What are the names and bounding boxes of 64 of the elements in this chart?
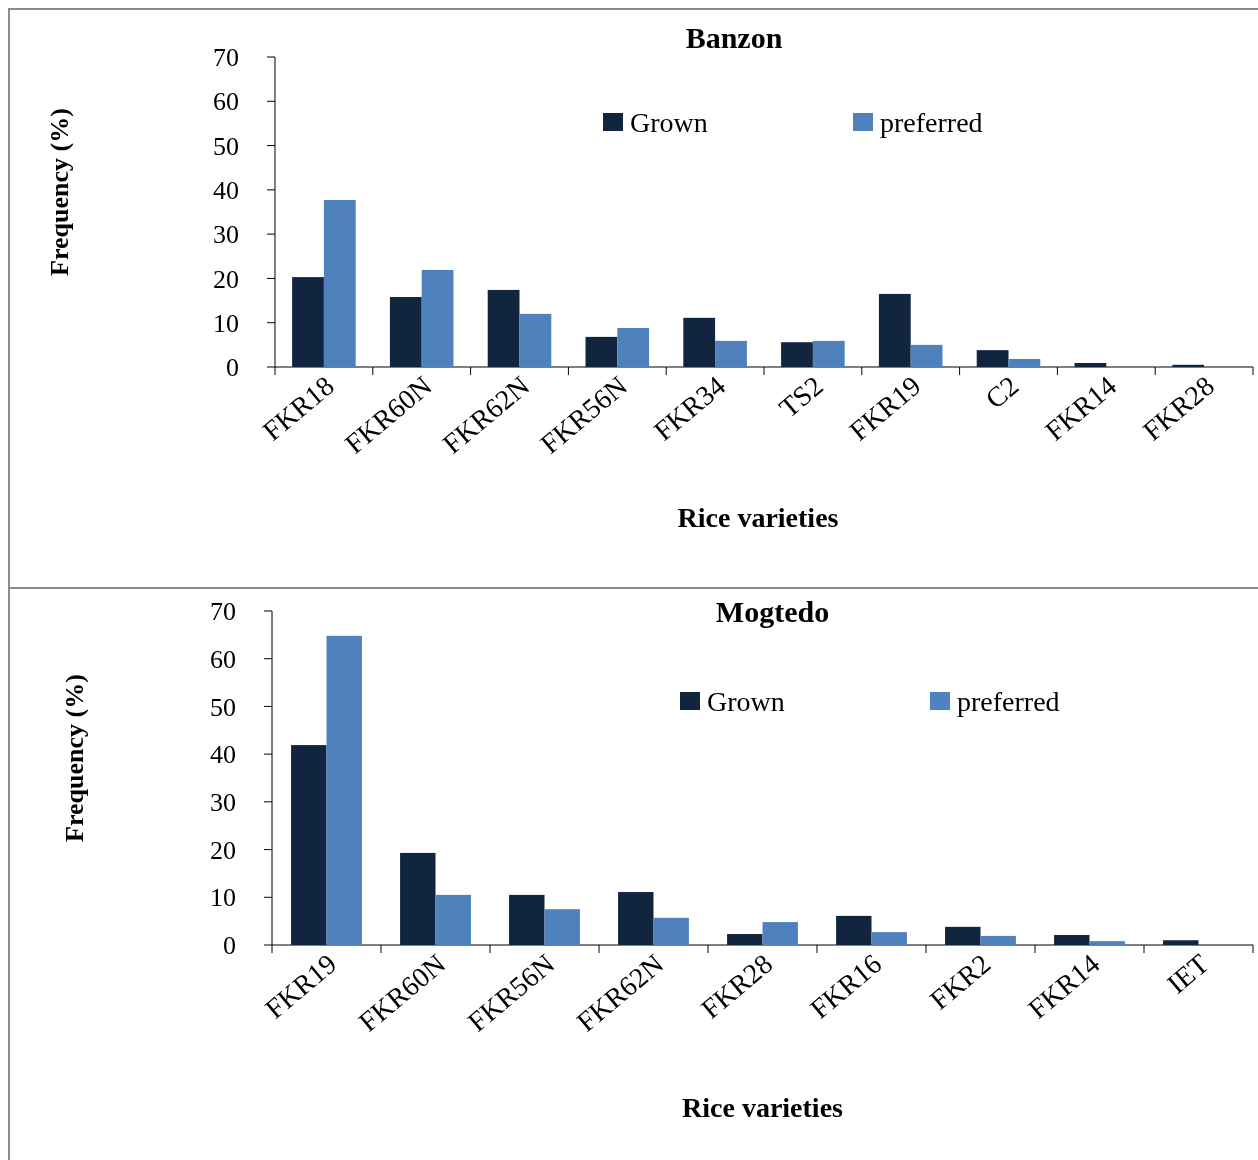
bar [435,894,471,945]
bar [326,635,362,945]
bar [389,297,422,367]
y-tick-label: 20 [213,264,239,294]
x-tick-label: TS2 [773,369,829,424]
chart-title: Mogtedo [715,595,830,628]
bar [653,917,689,945]
bar [509,894,545,945]
bar [617,328,650,367]
bar [836,915,872,945]
legend-label: preferred [880,106,983,138]
y-tick-label: 70 [213,43,239,73]
bar [762,922,798,945]
bar [585,336,618,367]
bar [1074,363,1107,367]
x-tick-label: C2 [979,369,1025,415]
bar [812,340,845,367]
bar [980,935,1016,945]
bar [910,344,943,367]
y-tick-label: 60 [213,87,239,117]
bar [618,892,654,945]
y-tick-label: 40 [210,740,236,770]
legend-label: Grown [630,106,708,138]
bar [1089,941,1125,945]
bar [878,293,911,367]
x-axis-title: Rice varieties [682,1092,844,1123]
y-tick-label: 60 [210,644,236,674]
bar [487,289,520,367]
bar [400,852,436,945]
y-tick-label: 10 [210,883,236,913]
bar [945,926,981,945]
y-tick-label: 30 [210,787,236,817]
bar [544,909,580,945]
bar [683,317,716,367]
y-tick-label: 50 [213,131,239,161]
y-axis-title: Frequency (%) [45,108,74,276]
bar [727,934,763,945]
bar [323,200,356,367]
bar [519,313,552,367]
chart-title: Banzon [685,21,783,54]
bar [715,340,747,367]
y-tick-label: 0 [223,931,236,961]
bar [1008,359,1041,367]
y-tick-label: 50 [210,692,236,722]
bar [1163,940,1199,945]
legend-label: Grown [707,685,785,717]
y-tick-label: 0 [226,353,239,383]
bar [1172,364,1205,367]
bar [421,270,454,367]
y-axis-title: Frequency (%) [60,674,89,842]
x-tick-label: IET [1161,947,1215,1000]
bar [292,277,324,367]
bar [781,342,813,367]
bar [976,350,1009,367]
bar [291,745,327,945]
bar [1054,934,1090,945]
legend-label: preferred [957,685,1060,717]
x-axis-title: Rice varieties [677,502,839,533]
y-tick-label: 70 [210,597,236,627]
bar [871,932,907,945]
y-tick-label: 10 [213,308,239,338]
y-tick-label: 30 [213,220,239,250]
y-tick-label: 40 [213,175,239,205]
y-tick-label: 20 [210,835,236,865]
